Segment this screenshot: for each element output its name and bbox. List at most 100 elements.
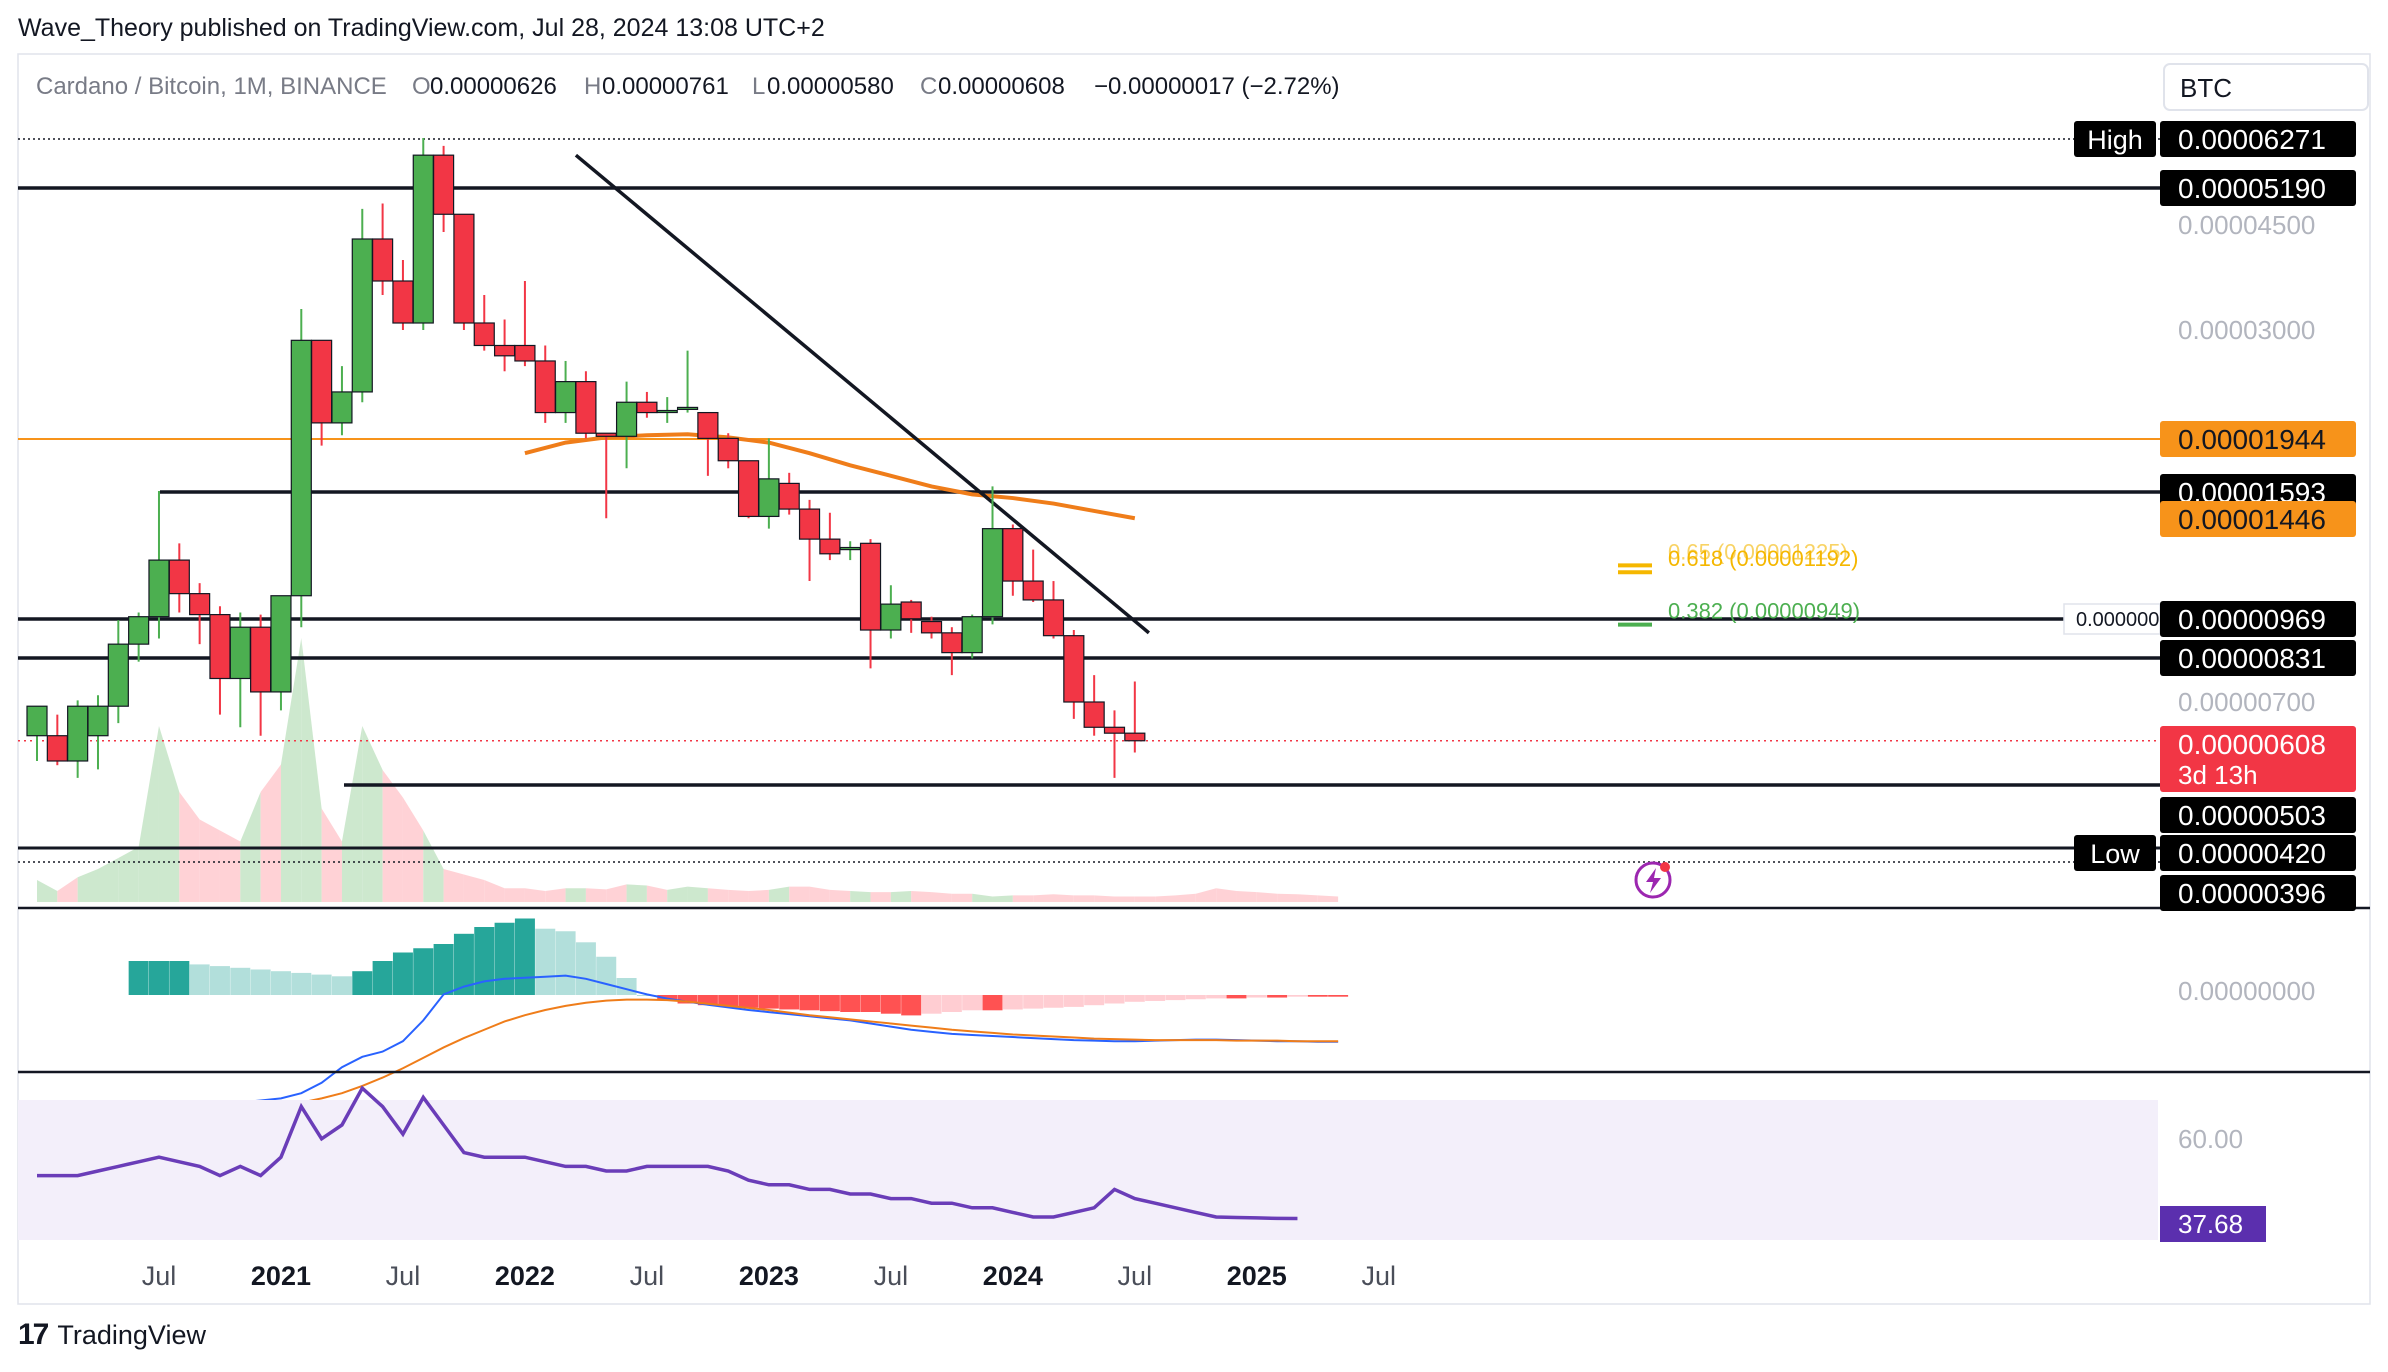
x-axis-label: Jul [1362, 1261, 1397, 1291]
macd-histogram-bar [230, 967, 251, 995]
price-tag-value: 0.00001446 [2178, 504, 2326, 535]
volume-area [504, 888, 525, 902]
volume-area [138, 726, 159, 902]
candle-body [433, 154, 455, 215]
currency-button[interactable]: BTC [2163, 63, 2369, 111]
volume-area [687, 886, 708, 902]
candle-body [229, 626, 251, 680]
volume-area [321, 808, 342, 902]
volume-area [341, 726, 363, 902]
price-tag [2160, 875, 2356, 911]
candle-body [778, 482, 800, 510]
macd-histogram-bar [1145, 995, 1166, 1001]
volume-area [626, 884, 647, 902]
candle-body [656, 409, 678, 414]
candle-body [412, 154, 434, 324]
macd-histogram-bar [250, 969, 271, 995]
macd-histogram-bar [1226, 995, 1247, 999]
alert-icon[interactable] [1634, 861, 1672, 899]
macd-histogram-bar [1328, 995, 1349, 997]
price-tag [2160, 421, 2356, 457]
volume-area [606, 884, 627, 902]
macd-histogram-bar [474, 927, 495, 995]
legend-low-value: 0.00000580 [767, 73, 894, 100]
macd-histogram-bar [575, 942, 596, 995]
candle-body [595, 432, 617, 437]
price-tag-value: 0.00000503 [2178, 800, 2326, 831]
macd-histogram-bar [189, 964, 210, 995]
volume-area [545, 888, 566, 902]
candle-body [514, 344, 536, 362]
legend-symbol: Cardano / Bitcoin, 1M, BINANCE [36, 73, 387, 100]
price-tag [2160, 726, 2356, 792]
macd-histogram-bar [331, 976, 352, 995]
candle-body [534, 360, 556, 414]
footer-brand: 17 TradingView [18, 1318, 206, 1352]
candle-body [493, 344, 516, 357]
macd-histogram-bar [779, 995, 800, 1010]
macd-histogram-bar [840, 995, 861, 1012]
macd-histogram-bar [880, 995, 901, 1014]
volume-area [829, 889, 851, 902]
candle-body [798, 508, 821, 540]
x-axis-label: Jul [630, 1261, 665, 1291]
volume-area [301, 638, 322, 902]
price-tag-value: 0.00000608 [2178, 729, 2326, 760]
macd-histogram-bar [433, 944, 454, 995]
candle-body [26, 705, 48, 737]
macd-histogram-bar [413, 948, 434, 995]
candle-body [392, 280, 414, 324]
macd-histogram-bar [270, 971, 291, 995]
volume-area [463, 874, 485, 902]
candle-body [900, 601, 922, 620]
price-tag [2160, 835, 2356, 871]
volume-area [1073, 895, 1095, 902]
macd-histogram-bar [718, 995, 739, 1007]
legend-change: −0.00000017 (−2.72%) [1094, 73, 1340, 100]
volume-area [1297, 894, 1318, 902]
volume-area [402, 797, 424, 902]
price-tag [2160, 797, 2356, 833]
currency-button-label: BTC [2180, 73, 2232, 103]
candle-body [615, 401, 638, 437]
macd-histogram-bar [860, 995, 881, 1012]
volume-area [1175, 893, 1196, 902]
x-axis-label: 2024 [983, 1261, 1043, 1291]
x-axis-label: Jul [142, 1261, 177, 1291]
macd-histogram-bar [657, 995, 678, 1000]
volume-area [443, 869, 464, 902]
macd-histogram-bar [148, 961, 169, 995]
candle-body [575, 381, 597, 434]
macd-histogram-bar [1002, 995, 1023, 1010]
x-axis-label: Jul [874, 1261, 909, 1291]
trendline [574, 153, 1151, 635]
candle-body [351, 238, 373, 393]
macd-histogram-bar [758, 995, 779, 1009]
price-tag-value: 0.00000831 [2178, 643, 2326, 674]
macd-histogram-bar [697, 995, 718, 1006]
macd-histogram-bar [1124, 995, 1145, 1002]
volume-area [809, 886, 830, 902]
x-axis-label: 2025 [1227, 1261, 1287, 1291]
volume-area [219, 830, 241, 902]
macd-histogram-bar [1287, 995, 1308, 997]
candle-body [1063, 635, 1085, 703]
legend-high-label: H [584, 73, 601, 100]
volume-area [565, 888, 586, 902]
macd-histogram-bar [1307, 995, 1328, 997]
x-axis-label: Jul [386, 1261, 421, 1291]
candle-body [859, 542, 882, 631]
y-axis-label: 0.00000700 [2178, 687, 2315, 717]
y-axis-label: 0.00003000 [2178, 315, 2315, 345]
volume-area [199, 819, 220, 902]
volume-area [870, 892, 891, 902]
price-tag-value: 0.00000396 [2178, 878, 2326, 909]
candle-body [941, 632, 963, 654]
macd-histogram-bar [128, 961, 149, 995]
macd-signal-line [138, 998, 1339, 1126]
candle-body [717, 437, 739, 462]
price-tag-value: 0.00005190 [2178, 173, 2326, 204]
candle-body [880, 603, 902, 631]
volume-area [524, 888, 546, 902]
